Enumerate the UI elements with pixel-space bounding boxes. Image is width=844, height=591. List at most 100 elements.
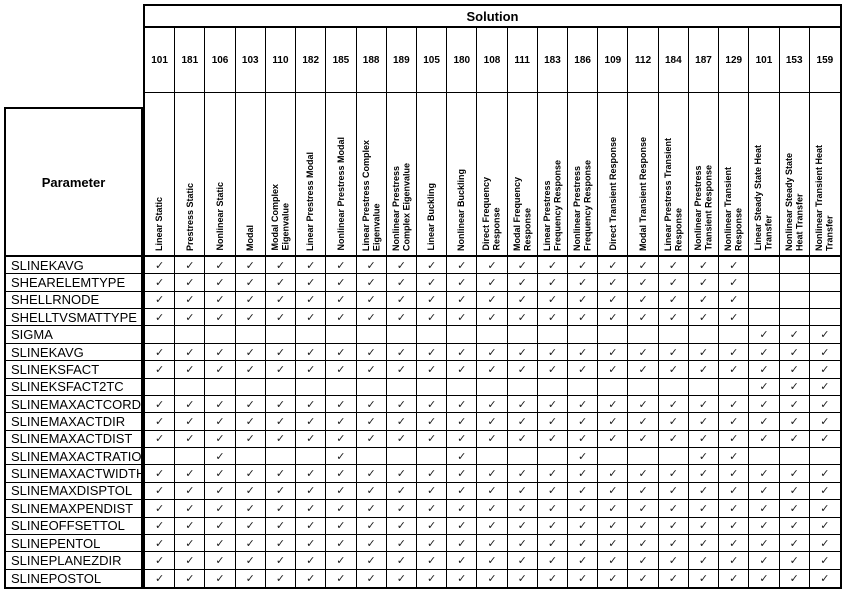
check-icon: ✓	[487, 414, 497, 428]
check-icon: ✓	[789, 536, 799, 550]
check-cell-checked: ✓	[265, 395, 297, 414]
check-cell-checked: ✓	[809, 535, 840, 553]
check-icon: ✓	[668, 362, 678, 376]
check-cell-checked: ✓	[810, 570, 840, 587]
check-cell-checked: ✓	[416, 343, 448, 362]
check-cell-empty	[296, 378, 327, 396]
check-cell-checked: ✓	[205, 448, 236, 466]
check-cell-checked: ✓	[386, 257, 417, 275]
check-cell-checked: ✓	[447, 448, 478, 466]
check-icon: ✓	[608, 414, 618, 428]
solution-code-101: 101	[749, 28, 780, 93]
check-cell-checked: ✓	[235, 482, 266, 501]
check-cell-checked: ✓	[598, 395, 629, 414]
check-cell-checked: ✓	[326, 569, 357, 587]
check-cell-checked: ✓	[416, 517, 448, 535]
solution-code-101: 101	[145, 28, 176, 93]
check-cell-checked: ✓	[386, 517, 417, 535]
check-cell-checked: ✓	[719, 430, 750, 449]
check-icon: ✓	[638, 432, 648, 446]
parameter-row-slineksfact2tc: SLINEKSFACT2TC	[6, 379, 141, 396]
check-cell-checked: ✓	[447, 291, 478, 310]
check-cell-checked: ✓	[175, 569, 206, 587]
parameter-row-slineksfact: SLINEKSFACT	[6, 361, 141, 379]
check-icon: ✓	[517, 397, 527, 411]
check-cell-checked: ✓	[296, 430, 327, 449]
check-icon: ✓	[396, 276, 406, 290]
check-cell-empty	[386, 326, 417, 344]
check-cell-checked: ✓	[235, 257, 266, 275]
check-icon: ✓	[638, 345, 648, 359]
check-icon: ✓	[789, 553, 799, 567]
check-cell-checked: ✓	[719, 413, 750, 431]
check-icon: ✓	[306, 293, 316, 307]
check-cell-empty	[568, 378, 599, 396]
solution-label-cell: Linear Static	[145, 93, 176, 257]
check-icon: ✓	[578, 571, 588, 585]
check-cell-checked: ✓	[477, 413, 508, 431]
check-icon: ✓	[275, 519, 286, 533]
check-icon: ✓	[336, 293, 346, 307]
check-cell-empty	[175, 378, 206, 396]
check-cell-empty	[416, 448, 448, 466]
check-cell-checked: ✓	[296, 309, 327, 327]
check-icon: ✓	[759, 397, 769, 411]
check-cell-empty	[175, 326, 206, 344]
check-cell-checked: ✓	[265, 309, 297, 327]
check-icon: ✓	[306, 553, 316, 567]
check-icon: ✓	[336, 432, 346, 446]
check-cell-checked: ✓	[145, 274, 176, 292]
check-cell-checked: ✓	[296, 413, 327, 431]
check-cell-checked: ✓	[265, 465, 297, 483]
check-cell-checked: ✓	[296, 361, 327, 379]
check-icon: ✓	[547, 310, 558, 324]
check-cell-empty	[386, 448, 417, 466]
check-cell-checked: ✓	[598, 309, 629, 327]
solution-label-cell: Linear Prestress Transient Response	[658, 93, 689, 257]
check-cell-checked: ✓	[749, 482, 780, 501]
check-cell-checked: ✓	[447, 274, 478, 292]
check-icon: ✓	[698, 345, 709, 359]
check-icon: ✓	[608, 553, 618, 567]
check-cell-empty	[598, 378, 629, 396]
check-cell-checked: ✓	[809, 413, 840, 431]
check-icon: ✓	[336, 467, 346, 481]
solution-code-182: 182	[296, 28, 327, 93]
check-icon: ✓	[729, 276, 739, 290]
solution-label-cell: Linear Steady State Heat Transfer	[749, 93, 780, 257]
check-cell-checked: ✓	[265, 274, 297, 292]
check-icon: ✓	[154, 362, 165, 376]
check-icon: ✓	[820, 362, 830, 376]
check-cell-empty	[688, 326, 720, 344]
check-cell-empty	[145, 448, 176, 466]
check-icon: ✓	[547, 432, 558, 446]
check-icon: ✓	[215, 467, 225, 481]
check-icon: ✓	[154, 571, 165, 585]
check-cell-checked: ✓	[719, 343, 750, 362]
check-icon: ✓	[185, 345, 195, 359]
check-icon: ✓	[668, 276, 678, 290]
check-cell-empty	[265, 448, 297, 466]
check-icon: ✓	[578, 258, 588, 272]
check-icon: ✓	[154, 276, 165, 290]
check-icon: ✓	[336, 414, 346, 428]
check-icon: ✓	[457, 397, 467, 411]
check-cell-checked: ✓	[507, 309, 538, 327]
check-icon: ✓	[547, 501, 558, 515]
check-icon: ✓	[426, 432, 437, 446]
solution-label-text: Linear Prestress Transient Response	[662, 137, 684, 251]
solution-label-text: Direct Frequency Response	[481, 177, 502, 251]
check-icon: ✓	[245, 362, 255, 376]
check-cell-checked: ✓	[779, 395, 810, 414]
check-cell-checked: ✓	[719, 569, 750, 587]
check-icon: ✓	[578, 293, 588, 307]
check-icon: ✓	[547, 467, 558, 481]
check-icon: ✓	[215, 519, 225, 533]
check-icon: ✓	[517, 501, 527, 515]
check-cell-checked: ✓	[658, 482, 689, 501]
check-cell-checked: ✓	[447, 569, 478, 587]
check-cell-checked: ✓	[326, 274, 357, 292]
check-cell-checked: ✓	[507, 465, 538, 483]
check-icon: ✓	[396, 571, 406, 585]
check-icon: ✓	[668, 293, 678, 307]
